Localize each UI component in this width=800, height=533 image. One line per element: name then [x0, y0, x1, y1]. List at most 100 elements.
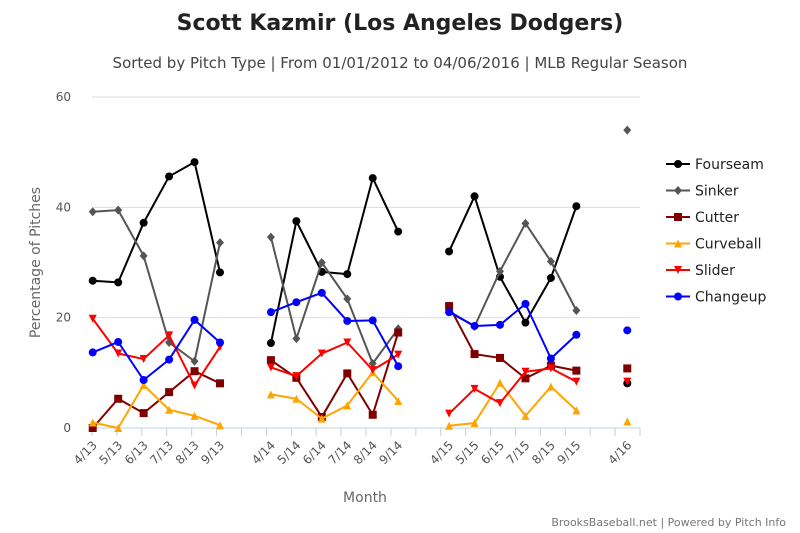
legend-item-changeup[interactable]: Changeup [666, 290, 766, 306]
changeup-point[interactable] [623, 326, 632, 335]
changeup-point[interactable] [317, 288, 326, 297]
sinker-point[interactable] [496, 266, 504, 276]
series-changeup[interactable] [88, 288, 632, 385]
cutter-point[interactable] [445, 302, 454, 311]
slider-point[interactable] [470, 384, 479, 393]
fourseam-point[interactable] [266, 339, 275, 348]
curveball-point[interactable] [114, 424, 123, 432]
series-curveball[interactable] [88, 368, 632, 432]
changeup-point[interactable] [88, 348, 97, 357]
cutter-point[interactable] [190, 367, 199, 376]
sinker-point[interactable] [572, 305, 581, 315]
cutter-point[interactable] [216, 379, 224, 388]
changeup-point[interactable] [343, 316, 352, 325]
changeup-point[interactable] [572, 330, 581, 339]
slider-point[interactable] [521, 367, 530, 376]
legend-item-curveball[interactable]: Curveball [666, 237, 762, 253]
slider-point[interactable] [190, 381, 199, 390]
cutter-point[interactable] [623, 364, 632, 373]
changeup-point[interactable] [521, 299, 530, 308]
cutter-point[interactable] [470, 350, 479, 359]
changeup-point[interactable] [266, 308, 275, 317]
cutter-point[interactable] [572, 366, 581, 375]
curveball-point[interactable] [317, 414, 326, 423]
sinker-point[interactable] [114, 205, 123, 215]
changeup-point[interactable] [546, 354, 555, 363]
slider-point[interactable] [623, 377, 632, 386]
fourseam-point[interactable] [572, 202, 581, 211]
sinker-point[interactable] [317, 258, 326, 267]
changeup-point[interactable] [368, 316, 377, 325]
changeup-point[interactable] [114, 337, 123, 346]
sinker-point[interactable] [216, 238, 224, 248]
legend-item-sinker[interactable]: Sinker [666, 184, 739, 200]
sinker-point[interactable] [521, 218, 530, 228]
legend-item-slider[interactable]: Slider [666, 263, 735, 279]
sinker-point[interactable] [190, 356, 199, 366]
cutter-point[interactable] [521, 374, 530, 383]
changeup-point[interactable] [445, 308, 454, 317]
slider-point[interactable] [572, 377, 581, 386]
curveball-point[interactable] [343, 401, 352, 410]
slider-point[interactable] [317, 349, 326, 358]
changeup-point[interactable] [216, 338, 224, 347]
slider-point[interactable] [546, 364, 555, 373]
sinker-point[interactable] [139, 251, 148, 261]
sinker-point[interactable] [368, 358, 377, 368]
sinker-point[interactable] [88, 207, 97, 217]
curveball-point[interactable] [88, 418, 97, 427]
curveball-point[interactable] [470, 419, 479, 428]
cutter-point[interactable] [139, 409, 148, 418]
cutter-point[interactable] [88, 424, 97, 432]
slider-point[interactable] [496, 399, 504, 408]
curveball-point[interactable] [216, 421, 224, 430]
fourseam-point[interactable] [445, 247, 454, 256]
legend-item-fourseam[interactable]: Fourseam [666, 157, 764, 173]
curveball-point[interactable] [445, 421, 454, 430]
curveball-point[interactable] [165, 405, 174, 414]
curveball-point[interactable] [139, 380, 148, 389]
slider-point[interactable] [445, 409, 454, 418]
cutter-point[interactable] [394, 328, 403, 337]
slider-point[interactable] [292, 372, 301, 381]
fourseam-point[interactable] [521, 318, 530, 327]
curveball-point[interactable] [623, 417, 632, 426]
changeup-point[interactable] [292, 298, 301, 307]
slider-point[interactable] [368, 366, 377, 375]
series-fourseam[interactable] [88, 158, 632, 388]
cutter-point[interactable] [165, 388, 174, 397]
changeup-point[interactable] [139, 376, 148, 385]
fourseam-point[interactable] [343, 270, 352, 279]
fourseam-point[interactable] [190, 158, 199, 167]
series-slider[interactable] [88, 314, 632, 418]
cutter-point[interactable] [266, 356, 275, 365]
changeup-point[interactable] [470, 321, 479, 330]
slider-point[interactable] [88, 314, 97, 323]
fourseam-point[interactable] [139, 218, 148, 227]
fourseam-point[interactable] [88, 276, 97, 285]
curveball-point[interactable] [572, 406, 581, 415]
slider-point[interactable] [394, 350, 403, 359]
changeup-point[interactable] [394, 362, 403, 371]
sinker-point[interactable] [623, 125, 632, 135]
fourseam-point[interactable] [546, 273, 555, 282]
slider-point[interactable] [139, 355, 148, 364]
legend[interactable]: Fourseam Sinker Cutter Curveball Slider Chang… [666, 157, 766, 306]
slider-point[interactable] [266, 363, 275, 372]
changeup-point[interactable] [496, 320, 504, 329]
legend-item-cutter[interactable]: Cutter [666, 210, 739, 226]
curveball-point[interactable] [394, 396, 403, 405]
changeup-point[interactable] [165, 355, 174, 364]
sinker-point[interactable] [266, 232, 275, 242]
fourseam-point[interactable] [470, 192, 479, 201]
slider-point[interactable] [165, 331, 174, 340]
cutter-point[interactable] [114, 394, 123, 403]
sinker-point[interactable] [292, 334, 301, 344]
fourseam-point[interactable] [368, 174, 377, 183]
curveball-point[interactable] [190, 411, 199, 420]
credits[interactable]: BrooksBaseball.net | Powered by Pitch In… [551, 516, 786, 529]
fourseam-point[interactable] [216, 268, 224, 277]
slider-point[interactable] [343, 338, 352, 347]
changeup-point[interactable] [190, 315, 199, 324]
curveball-point[interactable] [292, 394, 301, 403]
